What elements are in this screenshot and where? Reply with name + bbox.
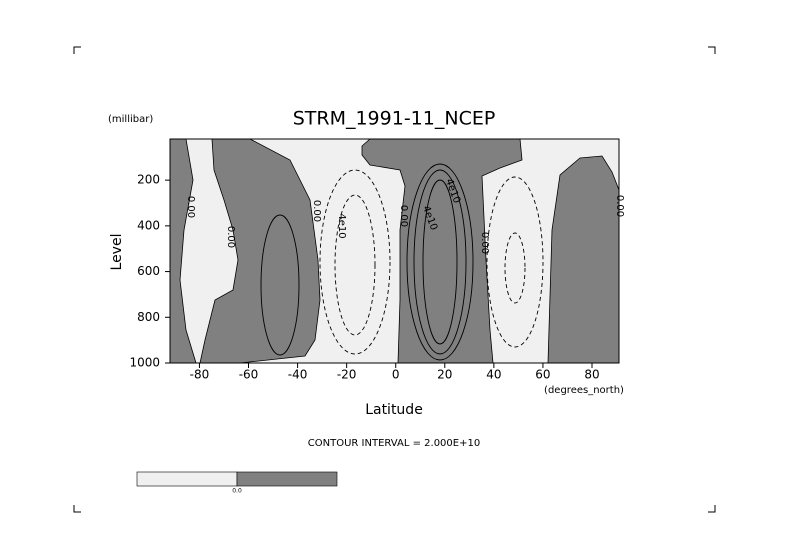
contour-interval: CONTOUR INTERVAL = 2.000E+10 (308, 438, 480, 449)
y-tick-label: 800 (137, 310, 160, 324)
x-tick-label: -80 (190, 368, 210, 382)
contour-label: 0.00 (398, 205, 409, 227)
x-tick-label: 0 (392, 368, 400, 382)
contour-line-negative (504, 232, 526, 304)
x-tick-label: -40 (288, 368, 308, 382)
x-tick-label: 40 (486, 368, 501, 382)
contour-label: 0.00 (479, 232, 490, 254)
corner-marks (73, 46, 716, 513)
shaded-region (547, 155, 620, 364)
x-axis-label: Latitude (365, 402, 423, 418)
y-tick-label: 200 (137, 173, 160, 187)
contour-label: 0.00 (225, 226, 236, 248)
contour-label: 0.00 (311, 200, 322, 222)
y-tick-label: 400 (137, 218, 160, 232)
x-tick-label: -60 (239, 368, 259, 382)
contour-line (413, 169, 467, 355)
contour-label: 4e10 (336, 213, 347, 238)
chart-title: STRM_1991-11_NCEP (293, 108, 496, 130)
plot-frame (169, 138, 620, 364)
contour-line (422, 179, 458, 345)
x-tick-label: 60 (535, 368, 550, 382)
x-tick-label: 80 (584, 368, 599, 382)
colorbar-label: 0.0 (232, 488, 242, 495)
contour-line (260, 214, 300, 356)
colorbar-high (236, 471, 338, 487)
contour-line-negative (334, 194, 376, 336)
colorbar-low (136, 471, 238, 487)
x-tick-label: 20 (437, 368, 452, 382)
x-tick-label: -20 (337, 368, 357, 382)
x-units: (degrees_north) (544, 385, 624, 396)
y-tick-label: 600 (137, 264, 160, 278)
contour-line-negative (486, 176, 544, 348)
y-tick-label: 1000 (129, 356, 160, 370)
contour-label: 0.00 (185, 196, 196, 218)
y-axis-label: Level (109, 234, 125, 271)
contour-line (406, 163, 474, 361)
contour-label: 0.00 (614, 195, 625, 217)
contour-line-negative (319, 169, 391, 355)
y-units: (millibar) (108, 114, 153, 125)
